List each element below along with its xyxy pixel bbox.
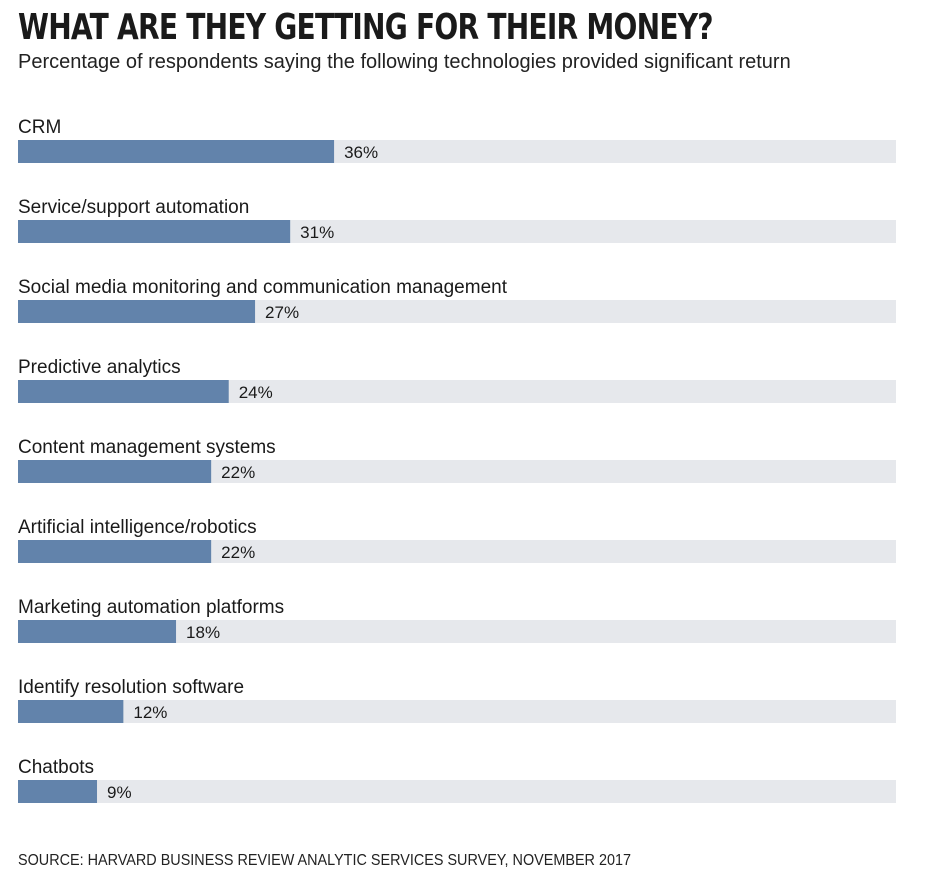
- bar: [18, 620, 177, 643]
- category-label: CRM: [18, 117, 61, 138]
- bar-row: CRM 36%: [18, 117, 896, 163]
- category-label: Artificial intelligence/robotics: [18, 517, 257, 538]
- bar-track: [18, 700, 896, 723]
- bar: [18, 300, 256, 323]
- value-label: 9%: [107, 783, 132, 802]
- bar-track: [18, 620, 896, 643]
- bar-row: Predictive analytics 24%: [18, 357, 896, 403]
- chart-title: WHAT ARE THEY GETTING FOR THEIR MONEY?: [18, 7, 714, 48]
- value-label: 18%: [186, 623, 220, 642]
- value-label: 22%: [221, 463, 255, 482]
- chart-subtitle: Percentage of respondents saying the fol…: [18, 51, 791, 73]
- bar-track: [18, 540, 896, 563]
- category-label: Marketing automation platforms: [18, 597, 284, 618]
- value-label: 12%: [133, 703, 167, 722]
- category-label: Identify resolution software: [18, 677, 244, 698]
- bar-row: Service/support automation 31%: [18, 197, 896, 243]
- value-label: 27%: [265, 303, 299, 322]
- value-label: 36%: [344, 143, 378, 162]
- bar-row: Artificial intelligence/robotics 22%: [18, 517, 896, 563]
- bar-row: Identify resolution software 12%: [18, 677, 896, 723]
- category-label: Service/support automation: [18, 197, 249, 218]
- bar: [18, 140, 335, 163]
- bar-track: [18, 460, 896, 483]
- category-label: Social media monitoring and communicatio…: [18, 277, 508, 298]
- value-label: 24%: [239, 383, 273, 402]
- bar: [18, 460, 212, 483]
- bar-row: Social media monitoring and communicatio…: [18, 277, 896, 323]
- category-label: Content management systems: [18, 437, 276, 458]
- bar: [18, 700, 124, 723]
- bar-row: Content management systems 22%: [18, 437, 896, 483]
- bar: [18, 540, 212, 563]
- value-label: 22%: [221, 543, 255, 562]
- bar: [18, 380, 229, 403]
- category-label: Predictive analytics: [18, 357, 181, 378]
- bar-row: Marketing automation platforms 18%: [18, 597, 896, 643]
- bar: [18, 220, 291, 243]
- bar-track: [18, 380, 896, 403]
- bar-row: Chatbots 9%: [18, 757, 896, 803]
- chart-source: SOURCE: HARVARD BUSINESS REVIEW ANALYTIC…: [18, 852, 631, 869]
- bar: [18, 780, 98, 803]
- bar-track: [18, 780, 896, 803]
- category-label: Chatbots: [18, 757, 94, 778]
- value-label: 31%: [300, 223, 334, 242]
